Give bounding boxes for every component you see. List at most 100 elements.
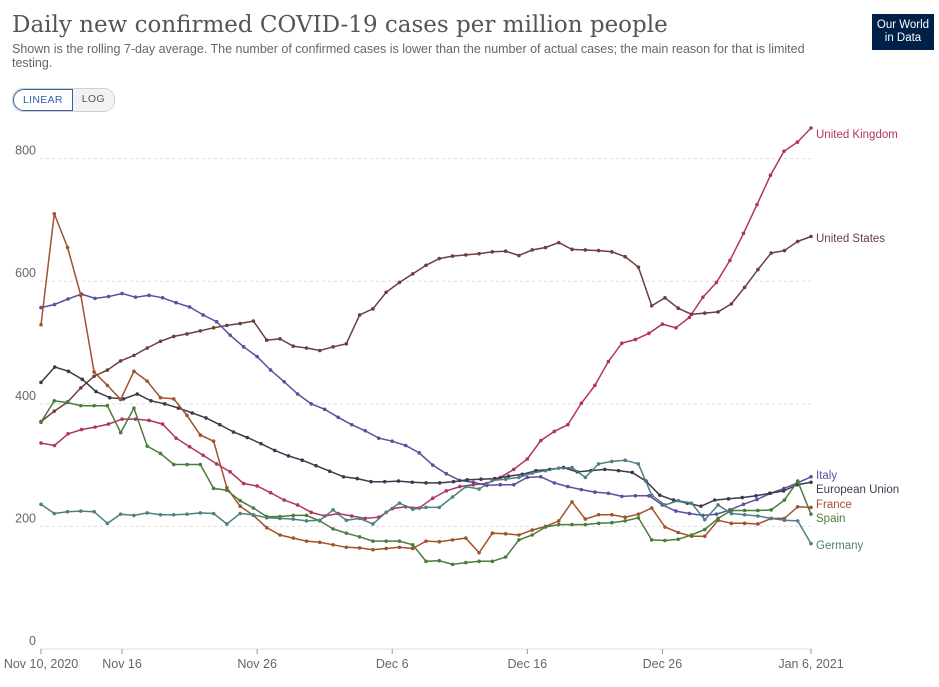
data-point-italy xyxy=(322,407,327,412)
owid-logo[interactable]: Our World in Data xyxy=(872,14,934,50)
data-point-spain xyxy=(158,451,163,456)
data-point-spain xyxy=(610,520,614,525)
data-point-italy xyxy=(471,480,476,485)
data-point-spain xyxy=(291,513,296,518)
data-point-spain xyxy=(782,498,787,502)
data-point-united-states xyxy=(238,321,242,326)
data-point-spain xyxy=(729,508,734,513)
data-point-united-states xyxy=(756,267,760,272)
data-point-france xyxy=(132,369,136,374)
linear-scale-button[interactable]: LINEAR xyxy=(13,89,73,111)
data-point-germany xyxy=(331,508,335,512)
data-point-italy xyxy=(620,494,624,499)
data-point-germany xyxy=(39,502,43,507)
data-point-united-kingdom xyxy=(728,258,732,263)
x-tick-label: Dec 6 xyxy=(376,657,409,671)
data-point-united-kingdom xyxy=(201,453,205,458)
data-point-spain xyxy=(756,508,760,513)
data-point-germany xyxy=(570,465,574,470)
data-point-united-kingdom xyxy=(633,337,638,342)
data-point-spain xyxy=(570,522,574,527)
data-point-germany xyxy=(782,518,787,523)
data-point-italy xyxy=(741,502,746,507)
data-point-spain xyxy=(464,560,468,565)
data-point-germany xyxy=(649,493,654,497)
data-point-united-kingdom xyxy=(701,295,705,299)
data-point-european-union xyxy=(382,479,387,484)
data-point-france xyxy=(517,533,521,537)
data-point-spain xyxy=(517,538,521,542)
series-label-france: France xyxy=(816,499,852,511)
data-point-united-kingdom xyxy=(309,510,313,515)
data-point-european-union xyxy=(726,497,731,501)
data-point-france xyxy=(118,397,123,402)
y-tick-label: 600 xyxy=(15,266,36,280)
data-point-germany xyxy=(317,518,322,523)
data-point-germany xyxy=(185,512,189,516)
data-point-united-kingdom xyxy=(714,280,719,285)
series-label-italy: Italy xyxy=(816,470,837,482)
log-scale-button[interactable]: LOG xyxy=(72,89,114,111)
data-point-united-states xyxy=(317,348,322,353)
data-point-united-kingdom xyxy=(120,417,124,421)
data-point-france xyxy=(92,370,96,374)
data-point-united-states xyxy=(344,341,349,346)
data-point-spain xyxy=(238,498,242,503)
data-point-germany xyxy=(357,516,362,521)
data-point-spain xyxy=(530,533,535,537)
data-point-spain xyxy=(185,462,189,467)
data-point-france xyxy=(371,547,375,552)
data-point-european-union xyxy=(602,467,607,472)
data-point-united-states xyxy=(477,251,481,256)
data-point-united-kingdom xyxy=(295,503,300,507)
data-point-spain xyxy=(92,403,96,408)
data-point-italy xyxy=(93,296,97,301)
data-point-european-union xyxy=(245,435,250,440)
data-point-united-states xyxy=(118,359,123,363)
data-point-european-union xyxy=(94,389,98,394)
data-point-italy xyxy=(417,451,422,455)
data-point-united-kingdom xyxy=(674,326,678,330)
data-point-united-kingdom xyxy=(552,429,557,434)
data-point-european-union xyxy=(217,422,222,427)
data-point-united-kingdom xyxy=(214,462,219,466)
data-point-united-kingdom xyxy=(660,322,665,326)
data-point-united-kingdom xyxy=(795,140,800,144)
data-point-united-states xyxy=(132,353,136,358)
data-point-spain xyxy=(304,513,309,518)
data-point-european-union xyxy=(355,476,360,481)
data-point-italy xyxy=(403,443,408,448)
data-point-italy xyxy=(282,379,286,384)
data-point-united-states xyxy=(225,323,229,328)
data-point-germany xyxy=(517,475,521,480)
data-point-italy xyxy=(539,474,543,479)
data-point-united-kingdom xyxy=(160,422,165,426)
data-point-italy xyxy=(187,305,192,309)
data-point-united-states xyxy=(676,306,681,311)
data-point-france xyxy=(304,539,309,543)
x-tick-label: Jan 6, 2021 xyxy=(778,657,843,671)
data-point-united-kingdom xyxy=(349,514,354,518)
data-point-united-states xyxy=(304,346,309,350)
chart-title: Daily new confirmed COVID-19 cases per m… xyxy=(12,12,668,38)
data-point-france xyxy=(238,504,242,508)
data-point-united-kingdom xyxy=(187,444,192,449)
data-point-germany xyxy=(437,505,442,510)
data-point-european-union xyxy=(190,411,195,415)
data-point-united-kingdom xyxy=(579,401,584,406)
data-point-italy xyxy=(633,493,638,498)
data-point-european-union xyxy=(300,458,305,463)
y-tick-label: 200 xyxy=(15,511,36,525)
data-point-france xyxy=(79,293,83,298)
data-point-italy xyxy=(687,511,692,516)
x-tick-label: Dec 26 xyxy=(643,657,683,671)
data-point-european-union xyxy=(754,493,758,498)
data-point-united-kingdom xyxy=(768,173,773,177)
data-point-spain xyxy=(809,512,813,516)
data-point-france xyxy=(795,504,800,509)
data-point-european-union xyxy=(204,416,208,420)
data-point-italy xyxy=(376,436,381,440)
data-point-france xyxy=(530,528,535,532)
data-point-france xyxy=(742,521,747,526)
